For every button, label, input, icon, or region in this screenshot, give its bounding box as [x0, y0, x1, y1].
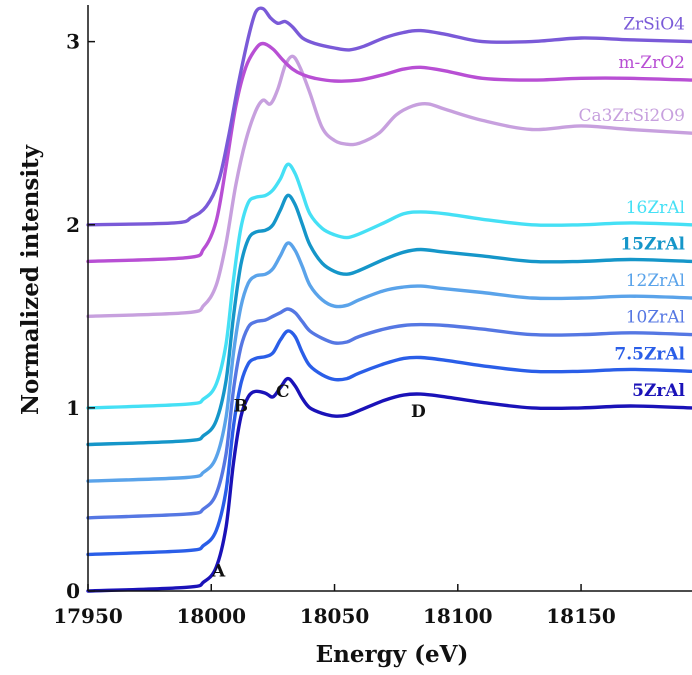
annotation-d: D	[411, 402, 426, 422]
series-line-15zral	[86, 193, 692, 447]
series-line-ca3zrsi2o9	[86, 54, 692, 318]
series-label-12zral: 12ZrAl	[626, 271, 685, 291]
series-line-10zral	[86, 307, 692, 520]
y-axis-title: Normalized intensity	[17, 144, 44, 415]
axes	[87, 5, 692, 592]
x-tick-label-18000: 18000	[176, 604, 246, 628]
series-line-zrsio4	[86, 6, 692, 227]
x-tick-label-18150: 18150	[546, 604, 616, 628]
series-label-zrsio4: ZrSiO4	[623, 15, 685, 35]
series-line-5zral	[86, 376, 692, 593]
series-label-7-5zral: 7.5ZrAl	[614, 344, 685, 364]
series-label-16zral: 16ZrAl	[626, 198, 685, 218]
annotation-a: A	[211, 561, 226, 581]
y-tick-label-0: 0	[66, 579, 80, 603]
curves-layer	[86, 6, 692, 593]
y-tick-label-2: 2	[66, 213, 80, 237]
y-tick-label-3: 3	[66, 30, 80, 54]
series-line-16zral	[86, 162, 692, 410]
series-label-15zral: 15ZrAl	[620, 234, 685, 254]
series-labels-layer: 5ZrAl 7.5ZrAl 10ZrAl 12ZrAl 15ZrAl 16ZrAl Ca3Z…	[578, 15, 685, 401]
series-line-m-zro2	[86, 41, 692, 264]
series-line-7-5zral	[86, 329, 692, 557]
series-label-10zral: 10ZrAl	[626, 308, 685, 328]
annotation-c: C	[276, 382, 290, 402]
annotation-b: B	[234, 397, 248, 417]
series-line-12zral	[86, 241, 692, 483]
ticks-layer: 17950 18000 18050 18100 18150 0 1 2 3	[53, 30, 616, 628]
series-label-ca3zrsi2o9: Ca3ZrSi2O9	[578, 106, 685, 126]
y-tick-label-1: 1	[66, 396, 80, 420]
x-tick-label-18050: 18050	[300, 604, 370, 628]
series-label-5zral: 5ZrAl	[632, 381, 685, 401]
x-axis-title: Energy (eV)	[316, 641, 469, 668]
x-tick-label-17950: 17950	[53, 604, 123, 628]
annotations-layer: A B C D	[211, 382, 426, 581]
series-label-m-zro2: m-ZrO2	[618, 53, 685, 73]
x-tick-label-18100: 18100	[423, 604, 493, 628]
